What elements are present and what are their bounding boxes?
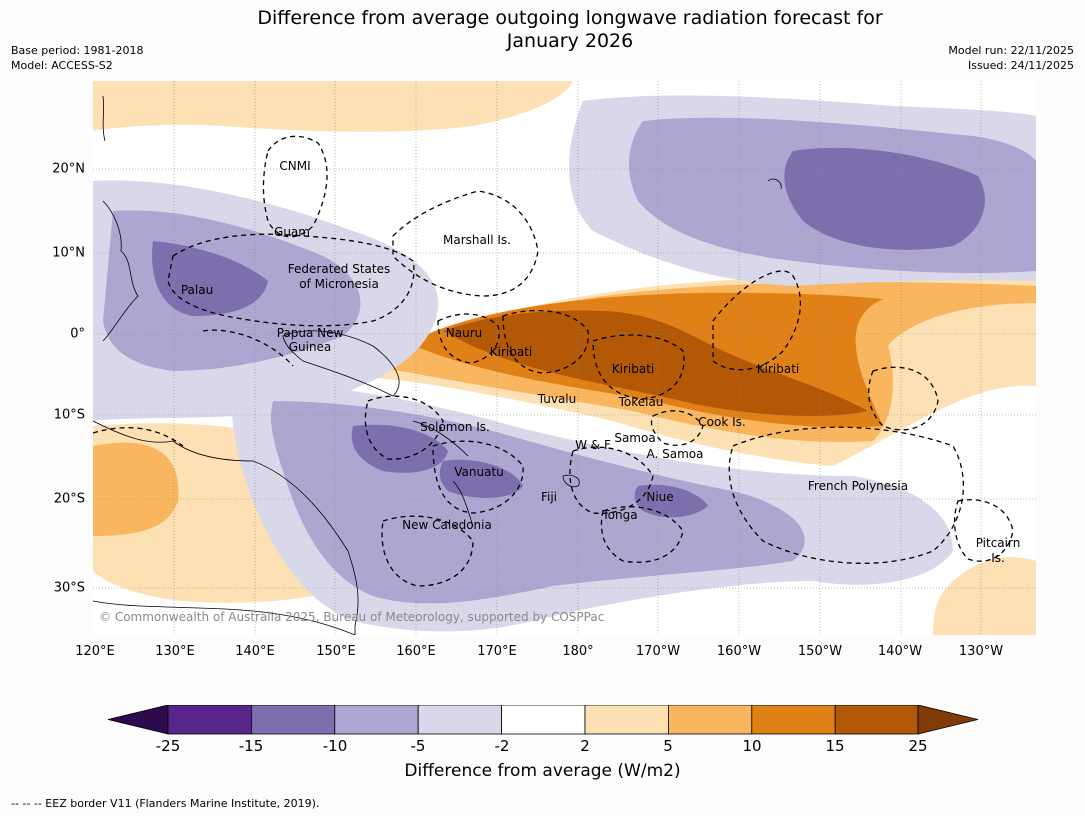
legend-tick: 10	[742, 737, 762, 755]
legend-swatch-15-25	[834, 705, 919, 735]
legend-title: Difference from average (W/m2)	[404, 761, 681, 781]
legend-tick: 15	[825, 737, 845, 755]
map-canvas	[93, 81, 1036, 635]
legend-swatch-10-15	[751, 705, 836, 735]
legend-tick: -5	[410, 737, 426, 755]
positive-anomaly-very-strong	[443, 310, 868, 417]
model-name: Model: ACCESS-S2	[11, 59, 113, 72]
lon-label-150e: 150°E	[316, 644, 356, 659]
legend-swatch-5-2	[417, 705, 503, 735]
lat-label-equator: 0°	[70, 326, 85, 342]
negative-anomaly-south-strong	[351, 424, 448, 473]
region-marshall: Marshall Is.	[443, 233, 511, 247]
lon-label-120e: 120°E	[75, 644, 115, 659]
legend-tick: 25	[908, 737, 928, 755]
meta-left: Base period: 1981-2018 Model: ACCESS-S2	[11, 43, 143, 73]
negative-anomaly-west-strong	[152, 241, 268, 316]
region-png-line-2: Guinea	[288, 340, 332, 354]
lon-label-140w: 140°W	[877, 644, 923, 659]
legend-swatch-2-2	[501, 705, 586, 735]
legend-tick: -2	[494, 737, 510, 755]
copyright-notice: © Commonwealth of Australia 2025, Bureau…	[99, 610, 605, 624]
region-png-line-1: Papua New	[276, 326, 344, 340]
ocean-map: CNMI Guam Marshall Is. Federated States …	[93, 81, 1036, 635]
positive-anomaly-southeast	[933, 557, 1036, 635]
region-american-samoa: A. Samoa	[646, 447, 704, 461]
lon-label-180: 180°	[562, 644, 594, 659]
base-period: Base period: 1981-2018	[11, 44, 144, 57]
region-french-polynesia: French Polynesia	[807, 479, 909, 493]
lon-label-150w: 150°W	[797, 644, 843, 659]
region-wallis-futuna: W & F	[575, 438, 611, 452]
chart-title: Difference from average outgoing longwav…	[0, 7, 1085, 53]
lon-label-130e: 130°E	[155, 644, 195, 659]
region-tuvalu: Tuvalu	[537, 392, 577, 406]
negative-anomaly-tonga	[634, 484, 708, 518]
legend-tick: -25	[155, 737, 181, 755]
region-nauru: Nauru	[445, 326, 483, 340]
region-niue: Niue	[646, 490, 674, 504]
model-run: Model run: 22/11/2025	[948, 44, 1074, 57]
title-line-1: Difference from average outgoing longwav…	[257, 7, 883, 29]
legend-swatch-10-5	[334, 705, 419, 735]
negative-anomaly-strong-north	[784, 147, 985, 250]
positive-anomaly-australia-inner	[93, 442, 179, 536]
eez-borders	[93, 135, 1014, 587]
issued-date: Issued: 24/11/2025	[967, 59, 1074, 72]
legend-swatch-below-25	[108, 705, 169, 735]
lon-label-130w: 130°W	[958, 644, 1004, 659]
region-palau: Palau	[180, 283, 214, 297]
lat-label-10s: 10°S	[53, 407, 85, 423]
region-fsm-line-2: of Micronesia	[299, 277, 379, 291]
legend-tick: -15	[238, 737, 264, 755]
region-cook: Cook Is.	[698, 415, 746, 429]
eez-footnote: -- -- -- EEZ border V11 (Flanders Marine…	[11, 797, 320, 810]
legend-swatch-2-5	[584, 705, 669, 735]
lon-label-160e: 160°E	[396, 644, 436, 659]
colour-legend	[108, 705, 978, 735]
legend-swatch-5-10	[668, 705, 753, 735]
region-vanuatu: Vanuatu	[454, 465, 504, 479]
lon-label-140e: 140°E	[235, 644, 275, 659]
region-new-caledonia: New Caledonia	[402, 518, 492, 532]
region-kiribati-west: Kiribati	[489, 345, 533, 359]
region-cnmi: CNMI	[279, 159, 311, 173]
legend-swatch-25-15	[167, 705, 252, 735]
region-samoa: Samoa	[614, 431, 656, 445]
legend-swatch-15-10	[250, 705, 336, 735]
region-fsm-line-1: Federated States	[287, 262, 391, 276]
lat-label-20s: 20°S	[53, 491, 85, 507]
region-tokelau: Tokelau	[618, 395, 664, 409]
lon-label-170w: 170°W	[635, 644, 681, 659]
lon-label-170e: 170°E	[477, 644, 517, 659]
region-pitcairn-line-2: Is.	[991, 551, 1005, 565]
region-pitcairn-line-1: Pitcairn	[975, 536, 1021, 550]
graticule	[93, 81, 1036, 635]
title-line-2: January 2026	[506, 30, 634, 52]
region-fiji: Fiji	[540, 490, 558, 504]
region-kiribati-east: Kiribati	[756, 362, 800, 376]
legend-tick: -10	[322, 737, 348, 755]
positive-anomaly-north	[93, 81, 573, 132]
region-guam: Guam	[274, 225, 310, 239]
lon-label-160w: 160°W	[716, 644, 762, 659]
coastlines	[93, 95, 782, 635]
region-tonga: Tonga	[602, 508, 638, 522]
negative-anomaly-vanuatu	[439, 459, 523, 498]
legend-tick: 5	[663, 737, 673, 755]
legend-tick: 2	[580, 737, 590, 755]
region-kiribati-central: Kiribati	[611, 362, 655, 376]
lat-label-30s: 30°S	[53, 580, 85, 596]
region-solomon: Solomon Is.	[420, 420, 490, 434]
lat-label-20n: 20°N	[52, 161, 85, 177]
legend-swatch-above-25	[917, 705, 978, 735]
meta-right: Model run: 22/11/2025 Issued: 24/11/2025	[948, 43, 1074, 73]
lat-label-10n: 10°N	[52, 245, 85, 261]
